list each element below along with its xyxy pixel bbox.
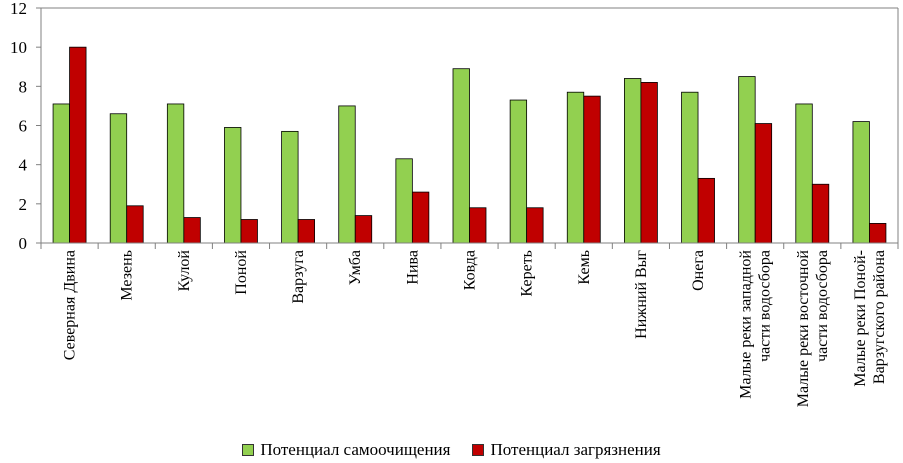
x-category-label: части водосбора [814,250,831,362]
bar-chart: 0 2 4 6 8 10 12 Северная Двина Мезень Кулой Поной… [10,0,899,408]
bar-pollution [640,82,658,244]
bar-pollution [697,177,715,244]
x-category-label: Кереть [519,250,536,297]
y-tick-label: 0 [19,234,28,253]
bar-self-purification [795,103,813,244]
x-category-label: Варзуга [290,250,307,304]
bar-self-purification [509,99,528,244]
bar-pollution [297,219,316,244]
legend-item-self-purification: Потенциал самоочищения [242,440,450,460]
bar-self-purification [109,113,128,244]
y-tick-label: 4 [19,156,28,175]
x-axis: Северная Двина Мезень Кулой Поной Варзуга Умб… [40,242,899,408]
bar-self-purification [681,91,699,244]
x-category-label: Малые реки западной [738,250,755,399]
bar-self-purification [624,78,642,244]
bar-pollution [469,207,487,244]
bar-self-purification [166,103,185,244]
x-category-label: Варзугского района [871,250,888,384]
bar-self-purification [224,127,242,244]
bar-self-purification [338,105,356,244]
bar-pollution [811,183,830,244]
x-category-label: Умба [347,250,364,285]
x-category-label: части водосбора [757,250,774,362]
bar-pollution [354,215,373,244]
y-tick-label: 12 [10,0,27,18]
y-tick-label: 8 [19,77,28,96]
y-tick-label: 10 [10,38,27,57]
x-category-label: Ковда [462,250,479,290]
bar-self-purification [395,158,413,244]
bar-pollution [526,207,544,244]
bar-self-purification [852,121,870,244]
bar-self-purification [452,68,470,244]
x-category-label: Кемь [576,250,593,285]
x-category-label: Малые реки восточной [795,250,812,408]
legend-label: Потенциал загрязнения [490,440,661,459]
legend-item-pollution: Потенциал загрязнения [472,440,661,460]
bar-self-purification [281,130,299,244]
legend-label: Потенциал самоочищения [260,440,451,459]
bar-pollution [869,223,887,244]
x-category-label: Поной [233,250,250,295]
bar-pollution [240,219,258,244]
legend-swatch-red [472,444,485,456]
legend-swatch-green [242,444,255,456]
bar-pollution [69,46,87,244]
bars [52,46,887,244]
bar-pollution [126,205,144,244]
x-category-label: Малые реки Поной- [852,250,869,387]
x-category-label: Кулой [176,250,193,292]
bar-pollution [411,191,430,244]
y-tick-label: 6 [19,117,28,136]
x-category-label: Нижний Выг [633,250,650,339]
x-category-label: Северная Двина [62,250,79,360]
x-category-label: Мезень [119,250,136,301]
bar-self-purification [52,103,70,244]
bar-self-purification [738,76,756,244]
bar-self-purification [566,91,585,244]
x-category-label: Онега [690,250,707,291]
bar-pollution [183,217,201,244]
y-axis: 0 2 4 6 8 10 12 [10,0,899,253]
bar-pollution [583,95,601,244]
legend: Потенциал самоочищения Потенциал загрязн… [0,440,903,460]
x-category-label: Нива [404,250,421,285]
bar-pollution [754,123,773,244]
y-tick-label: 2 [19,195,28,214]
